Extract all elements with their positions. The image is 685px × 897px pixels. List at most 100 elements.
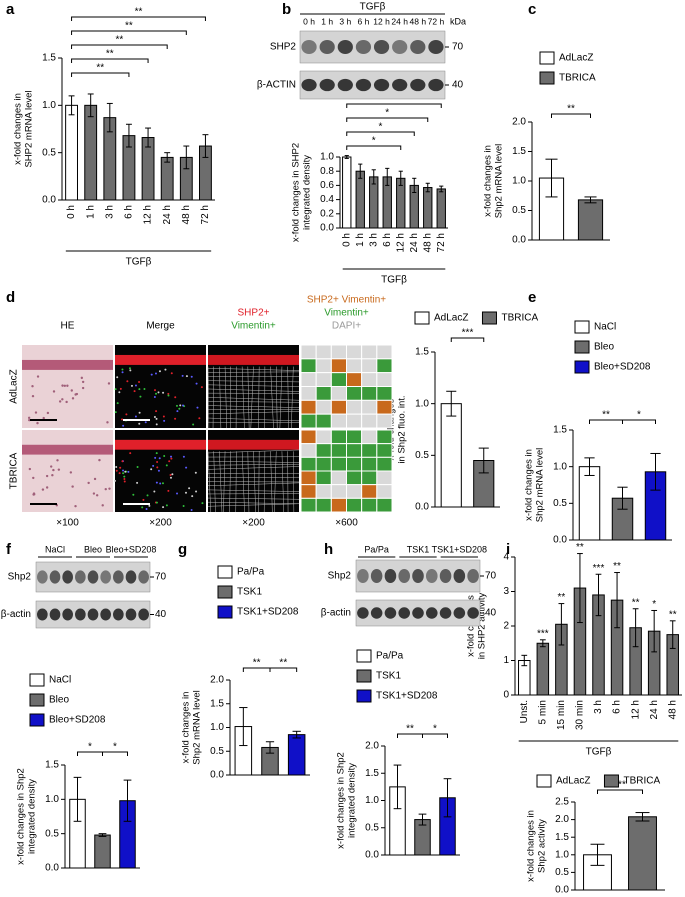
merge-cell (169, 476, 172, 479)
y-tick-label: 0.2 (320, 208, 334, 219)
y-tick-label: 0.5 (365, 822, 379, 833)
merge-cell (155, 417, 158, 420)
he-cell (28, 418, 31, 422)
magnification: ×200 (242, 518, 265, 529)
cell-class (376, 497, 393, 513)
blot-band (373, 78, 390, 92)
y-axis-label: x-fold changes in (526, 810, 537, 882)
y-tick-label: 0.0 (210, 770, 224, 781)
significance: ** (406, 724, 414, 735)
blot-band (138, 608, 149, 621)
blot-band (412, 568, 424, 584)
cell-class (376, 358, 393, 374)
significance-bracket (551, 113, 591, 118)
merge-cell (158, 370, 161, 373)
segmentation-edge (241, 366, 245, 429)
cell-class (376, 372, 393, 387)
segmentation-edge (276, 366, 278, 429)
cell-class (330, 386, 348, 401)
merge-cell (114, 411, 117, 414)
x-tick-label: 15 min (556, 700, 567, 730)
merge-cell (157, 469, 160, 472)
segmentation-edge (212, 366, 214, 429)
merge-cell (163, 419, 166, 422)
cell-class (361, 358, 378, 374)
segmentation-edge (207, 482, 300, 487)
significance: ** (567, 104, 575, 115)
segmentation-edge (229, 451, 231, 513)
merge-cell (114, 479, 117, 482)
y-tick-label: 0.5 (415, 450, 429, 461)
cell-class (361, 456, 378, 472)
merge-cell (130, 384, 133, 387)
merge-cell (188, 487, 191, 490)
he-cell (95, 494, 99, 497)
blot-band (425, 568, 438, 584)
legend-label: TBRICA (501, 313, 538, 324)
legend-swatch (217, 605, 233, 619)
blot-band (439, 568, 452, 584)
y-tick-label: 0.0 (45, 863, 59, 874)
cell-class (346, 399, 363, 415)
merge-cell (121, 418, 124, 421)
cell-class (376, 443, 393, 458)
x-tick-label: 24 h (162, 205, 173, 224)
merge-cell (150, 468, 153, 471)
legend-label: Bleo+SD208 (49, 715, 106, 726)
significance: *** (537, 628, 549, 639)
y-axis-label: x-fold changes in (181, 692, 192, 764)
merge-cell (153, 396, 156, 399)
legend-swatch (539, 71, 555, 85)
cell-class (361, 344, 378, 360)
blot-row-label: β-actin (1, 609, 31, 620)
merge-cell (144, 421, 147, 424)
merge-cell (134, 415, 137, 418)
cell-class (330, 497, 348, 513)
significance: * (637, 410, 641, 421)
y-axis-label: Shp2 mRNA level (535, 448, 546, 522)
panel-label: b (282, 1, 291, 18)
blot-band (37, 608, 48, 621)
y-tick-label: 1.0 (320, 152, 334, 163)
legend-swatch (603, 774, 619, 788)
cell-class (361, 484, 378, 499)
cell-class (330, 429, 348, 445)
lane-label: 72 h (428, 16, 445, 26)
y-tick-label: 1.5 (45, 760, 59, 771)
cell-class (300, 386, 317, 401)
merge-cell (118, 391, 121, 394)
y-tick-label: 0.0 (42, 195, 56, 206)
significance: ** (557, 592, 565, 603)
blot-band (87, 570, 99, 584)
panel-label: f (6, 541, 12, 558)
blot-band (355, 39, 372, 55)
he-epidermis (22, 444, 113, 455)
merge-cell (136, 481, 139, 484)
cell-class (300, 372, 317, 387)
lane-label: 1 h (321, 16, 333, 26)
he-cell (46, 411, 50, 415)
y-tick-label: 2 (503, 621, 509, 632)
blot-band (384, 568, 397, 584)
significance-bracket (346, 131, 415, 136)
blot-band (439, 607, 452, 619)
legend-label: Bleo (49, 695, 69, 706)
y-tick-label: 1.5 (42, 53, 56, 64)
y-tick-label: 2.0 (210, 675, 224, 686)
cell-class (361, 386, 378, 401)
merge-cell (123, 480, 126, 483)
segmentation-edge (224, 366, 228, 429)
cell-class (346, 497, 363, 513)
he-cell (101, 504, 104, 507)
significance: *** (614, 780, 626, 791)
blot-band (467, 607, 479, 619)
blot-band (428, 39, 444, 55)
segmentation-edge (213, 451, 216, 513)
lane-label: 0 h (303, 16, 315, 26)
y-tick-label: 0.0 (512, 235, 526, 246)
group-label: Bleo (84, 544, 102, 554)
y-tick-label: 1.5 (555, 832, 569, 843)
blot-band (100, 608, 111, 621)
blot-band (453, 607, 466, 619)
he-cell (61, 384, 64, 387)
